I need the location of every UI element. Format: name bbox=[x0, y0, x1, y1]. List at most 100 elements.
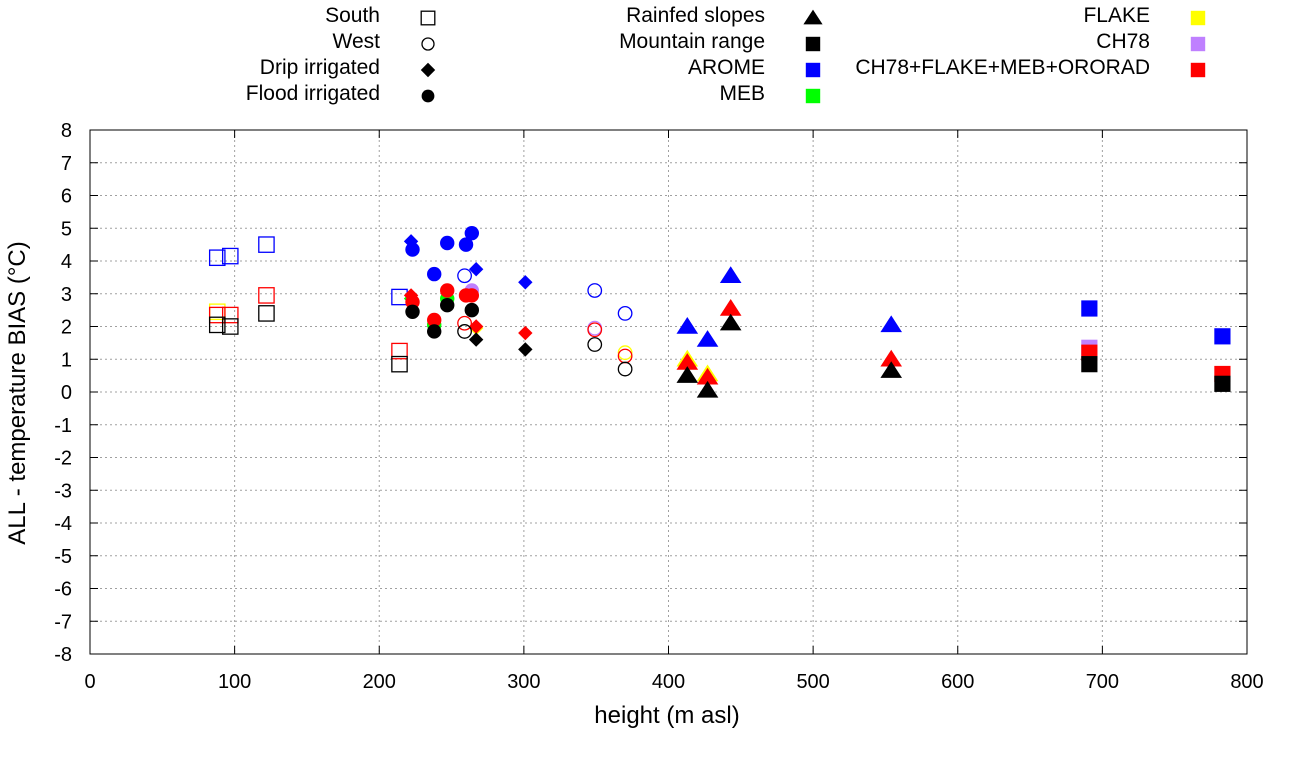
x-tick-label: 500 bbox=[796, 671, 829, 693]
x-tick-label: 200 bbox=[363, 671, 396, 693]
y-tick-label: -6 bbox=[54, 579, 72, 601]
x-tick-label: 700 bbox=[1086, 671, 1119, 693]
y-tick-label: 2 bbox=[61, 317, 72, 339]
data-point bbox=[719, 299, 742, 316]
data-point bbox=[468, 332, 484, 347]
data-point bbox=[617, 361, 633, 377]
data-point bbox=[880, 315, 903, 333]
series-flake bbox=[208, 303, 719, 382]
y-tick-label: -7 bbox=[54, 611, 72, 633]
legend-marker bbox=[421, 37, 435, 51]
data-point bbox=[391, 355, 408, 373]
data-point bbox=[696, 330, 719, 347]
x-tick-label: 600 bbox=[941, 671, 974, 693]
y-tick-label: -4 bbox=[54, 513, 72, 535]
data-point bbox=[208, 249, 226, 267]
plot-frame bbox=[89, 129, 1248, 655]
data-points bbox=[208, 225, 1231, 398]
data-point bbox=[258, 305, 275, 322]
legend-marker bbox=[803, 9, 823, 25]
y-tick-label: 6 bbox=[61, 186, 72, 208]
data-point bbox=[427, 312, 442, 328]
y-tick-label: -2 bbox=[54, 448, 72, 470]
y-tick-label: 5 bbox=[61, 218, 72, 240]
data-point bbox=[587, 283, 603, 298]
legend-marker bbox=[805, 62, 821, 78]
legend-label: South bbox=[325, 4, 380, 27]
data-point bbox=[221, 306, 239, 324]
data-point bbox=[676, 366, 699, 383]
x-tick-label: 100 bbox=[218, 671, 251, 693]
data-point bbox=[518, 325, 533, 341]
data-point bbox=[1214, 375, 1231, 392]
data-point bbox=[617, 345, 633, 361]
data-point bbox=[518, 342, 533, 357]
data-point bbox=[464, 302, 480, 318]
y-tick-label: -8 bbox=[54, 644, 72, 666]
y-tick-label: 0 bbox=[61, 382, 72, 404]
data-point bbox=[676, 353, 699, 370]
data-point bbox=[457, 315, 472, 331]
legend-marker bbox=[421, 89, 435, 103]
legend-label: FLAKE bbox=[1083, 4, 1150, 27]
data-point bbox=[405, 242, 420, 257]
data-point bbox=[468, 261, 484, 277]
x-axis-label: height (m asl) bbox=[594, 702, 739, 729]
data-point bbox=[457, 324, 472, 339]
data-point bbox=[1214, 328, 1231, 345]
legend-marker bbox=[805, 36, 821, 52]
data-point bbox=[464, 288, 480, 303]
data-point bbox=[457, 268, 472, 284]
legend-label: Mountain range bbox=[619, 30, 765, 53]
data-point bbox=[440, 235, 455, 251]
x-tick-label: 800 bbox=[1230, 671, 1263, 693]
data-point bbox=[258, 287, 275, 304]
data-point bbox=[458, 237, 474, 252]
legend-label: Drip irrigated bbox=[260, 56, 380, 79]
data-point bbox=[880, 349, 903, 367]
data-point bbox=[880, 361, 903, 378]
legend-marker bbox=[1190, 10, 1206, 26]
data-point bbox=[696, 367, 719, 385]
legend-label: CH78+FLAKE+MEB+ORORAD bbox=[855, 56, 1150, 79]
data-point bbox=[427, 266, 442, 282]
series-observed-black- bbox=[208, 298, 1231, 398]
legend-marker bbox=[1190, 36, 1206, 52]
data-point bbox=[468, 319, 484, 334]
series-ch78-flake-meb-ororad bbox=[208, 283, 1231, 385]
y-tick-label: 7 bbox=[61, 153, 72, 175]
data-point bbox=[696, 380, 719, 398]
data-point bbox=[440, 298, 455, 313]
y-tick-label: 8 bbox=[61, 120, 72, 142]
data-point bbox=[391, 288, 408, 306]
data-point bbox=[464, 225, 480, 241]
axis-ticks: -8 -7 -6 -5 -4 -3 -2 -1 0 1 2 3 4 5 6 7 8 0 100 200 300 400 50… bbox=[54, 120, 1263, 693]
grid bbox=[90, 130, 1247, 654]
legend-marker bbox=[1190, 62, 1206, 78]
y-axis-label: ALL - temperature BIAS (°C) bbox=[4, 241, 31, 544]
data-point bbox=[208, 316, 226, 334]
data-point bbox=[405, 304, 420, 319]
data-point bbox=[518, 275, 533, 290]
data-point bbox=[587, 337, 603, 352]
legend-label: AROME bbox=[688, 56, 765, 79]
x-tick-label: 400 bbox=[652, 671, 685, 693]
legend-marker bbox=[420, 62, 436, 78]
x-tick-label: 0 bbox=[84, 671, 95, 693]
x-tick-label: 300 bbox=[507, 671, 540, 693]
data-point bbox=[1081, 300, 1098, 317]
y-tick-label: 4 bbox=[61, 251, 72, 273]
data-point bbox=[587, 322, 603, 338]
y-tick-label: 3 bbox=[61, 284, 72, 306]
y-tick-label: -1 bbox=[54, 415, 72, 437]
legend-label: CH78 bbox=[1096, 30, 1150, 53]
legend-label: MEB bbox=[719, 82, 765, 105]
data-point bbox=[221, 318, 239, 335]
data-point bbox=[258, 236, 275, 253]
data-point bbox=[617, 305, 633, 321]
y-tick-label: 1 bbox=[61, 349, 72, 371]
legend-label: Flood irrigated bbox=[246, 82, 380, 105]
legend-marker bbox=[420, 10, 436, 26]
y-tick-label: -5 bbox=[54, 546, 72, 568]
